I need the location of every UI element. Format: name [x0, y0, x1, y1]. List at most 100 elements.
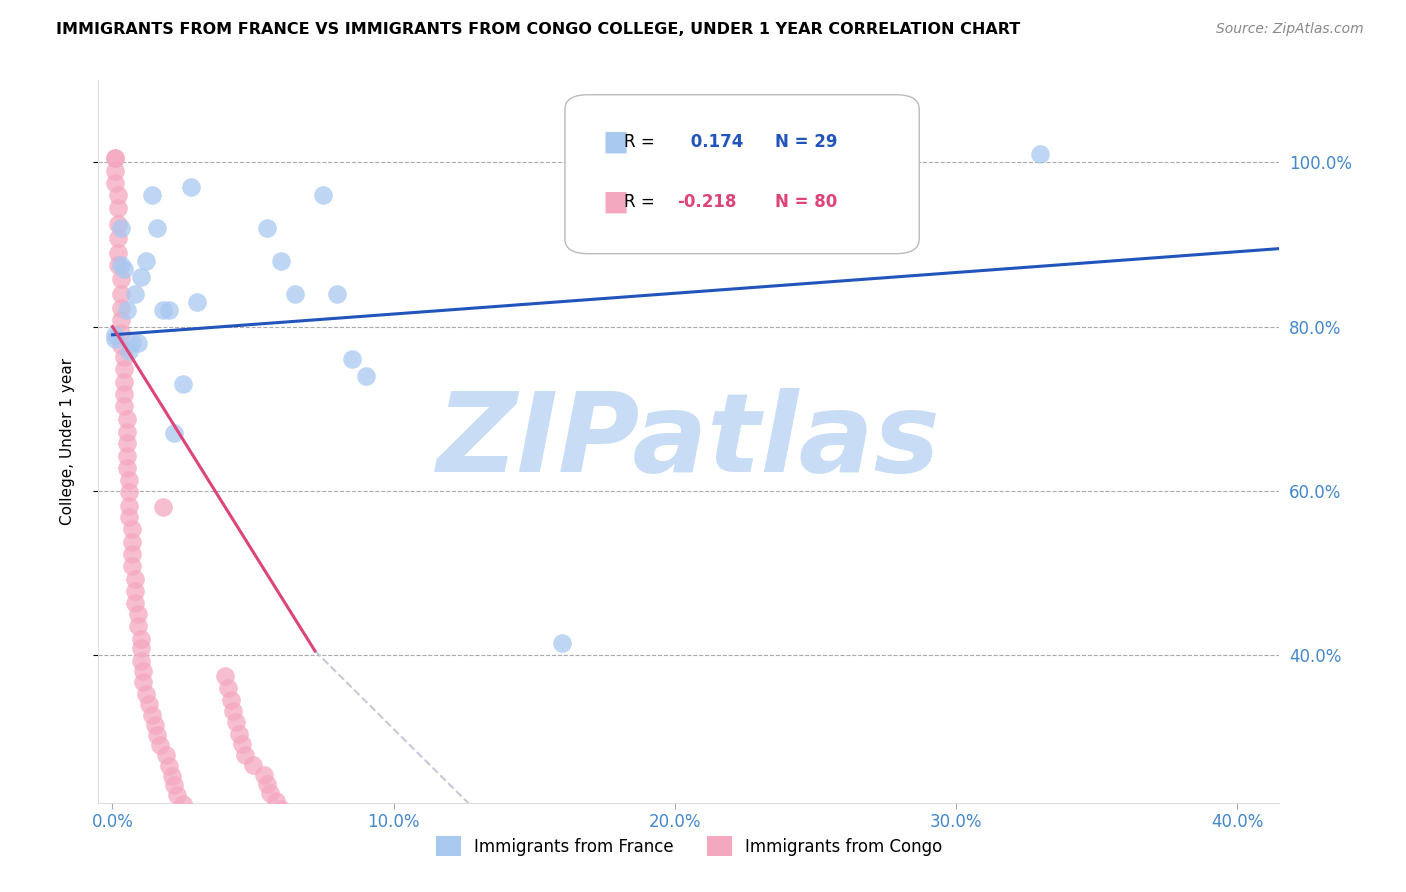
Point — [104, 163, 127, 178]
Point — [118, 485, 141, 500]
Point — [172, 797, 194, 812]
Point — [115, 436, 138, 450]
Point — [253, 768, 276, 782]
Point — [284, 286, 307, 301]
Point — [124, 596, 146, 610]
Point — [155, 748, 177, 763]
Point — [124, 572, 146, 586]
Point — [180, 180, 202, 194]
Point — [124, 584, 146, 599]
Point — [208, 845, 231, 859]
Point — [104, 151, 127, 165]
Point — [107, 245, 129, 260]
Point — [110, 301, 132, 315]
Point — [166, 788, 188, 802]
Legend: Immigrants from France, Immigrants from Congo: Immigrants from France, Immigrants from … — [429, 830, 949, 863]
Point — [141, 708, 163, 723]
Point — [118, 473, 141, 487]
Point — [115, 450, 138, 464]
Text: Source: ZipAtlas.com: Source: ZipAtlas.com — [1216, 22, 1364, 37]
Point — [110, 272, 132, 286]
Point — [112, 362, 135, 376]
Point — [138, 698, 160, 712]
Point — [270, 253, 292, 268]
Point — [219, 693, 242, 707]
Point — [121, 336, 143, 351]
Point — [121, 559, 143, 574]
Point — [110, 326, 132, 340]
Point — [112, 375, 135, 389]
Point — [172, 377, 194, 392]
Text: ZIPatlas: ZIPatlas — [437, 388, 941, 495]
Y-axis label: College, Under 1 year: College, Under 1 year — [60, 358, 75, 525]
Point — [141, 188, 163, 202]
Point — [312, 188, 335, 202]
Point — [118, 344, 141, 359]
Point — [112, 350, 135, 364]
Point — [107, 217, 129, 231]
Point — [292, 827, 315, 841]
Point — [222, 704, 245, 718]
Point — [326, 286, 349, 301]
Point — [163, 426, 186, 441]
Point — [112, 387, 135, 401]
Text: N = 80: N = 80 — [775, 193, 838, 211]
Point — [180, 814, 202, 828]
Text: R =: R = — [624, 193, 659, 211]
Point — [110, 258, 132, 272]
Point — [107, 258, 129, 272]
Point — [256, 221, 278, 235]
Point — [129, 641, 152, 656]
Point — [233, 748, 256, 763]
Point — [152, 303, 174, 318]
Point — [129, 654, 152, 668]
Text: IMMIGRANTS FROM FRANCE VS IMMIGRANTS FROM CONGO COLLEGE, UNDER 1 YEAR CORRELATIO: IMMIGRANTS FROM FRANCE VS IMMIGRANTS FRO… — [56, 22, 1021, 37]
Point — [135, 687, 157, 701]
Point — [284, 819, 307, 833]
Point — [152, 500, 174, 515]
Point — [270, 802, 292, 816]
Point — [135, 253, 157, 268]
Point — [104, 151, 127, 165]
Point — [115, 425, 138, 439]
Point — [157, 303, 180, 318]
Point — [118, 510, 141, 524]
Text: R =: R = — [624, 133, 659, 151]
Point — [132, 665, 155, 679]
Point — [276, 811, 298, 825]
Point — [143, 718, 166, 732]
Point — [259, 786, 281, 800]
Point — [121, 534, 143, 549]
Point — [112, 399, 135, 413]
Point — [115, 411, 138, 425]
Point — [174, 805, 197, 820]
Point — [186, 295, 208, 310]
Point — [110, 221, 132, 235]
Point — [104, 327, 127, 342]
Point — [118, 499, 141, 513]
Point — [551, 636, 574, 650]
Point — [186, 822, 208, 836]
Point — [127, 336, 149, 351]
Point — [104, 332, 127, 346]
Point — [157, 759, 180, 773]
Point — [264, 794, 287, 808]
Text: ■: ■ — [603, 128, 628, 156]
Point — [149, 739, 172, 753]
Point — [160, 769, 183, 783]
Point — [340, 352, 363, 367]
Point — [104, 176, 127, 190]
Point — [107, 188, 129, 202]
Point — [132, 675, 155, 690]
Point — [115, 303, 138, 318]
Text: -0.218: -0.218 — [678, 193, 737, 211]
Point — [129, 270, 152, 285]
Point — [129, 632, 152, 646]
Text: ■: ■ — [603, 187, 628, 216]
Point — [121, 547, 143, 561]
Point — [146, 729, 169, 743]
Point — [107, 201, 129, 215]
Point — [231, 737, 253, 751]
Text: N = 29: N = 29 — [775, 133, 838, 151]
FancyBboxPatch shape — [565, 95, 920, 253]
